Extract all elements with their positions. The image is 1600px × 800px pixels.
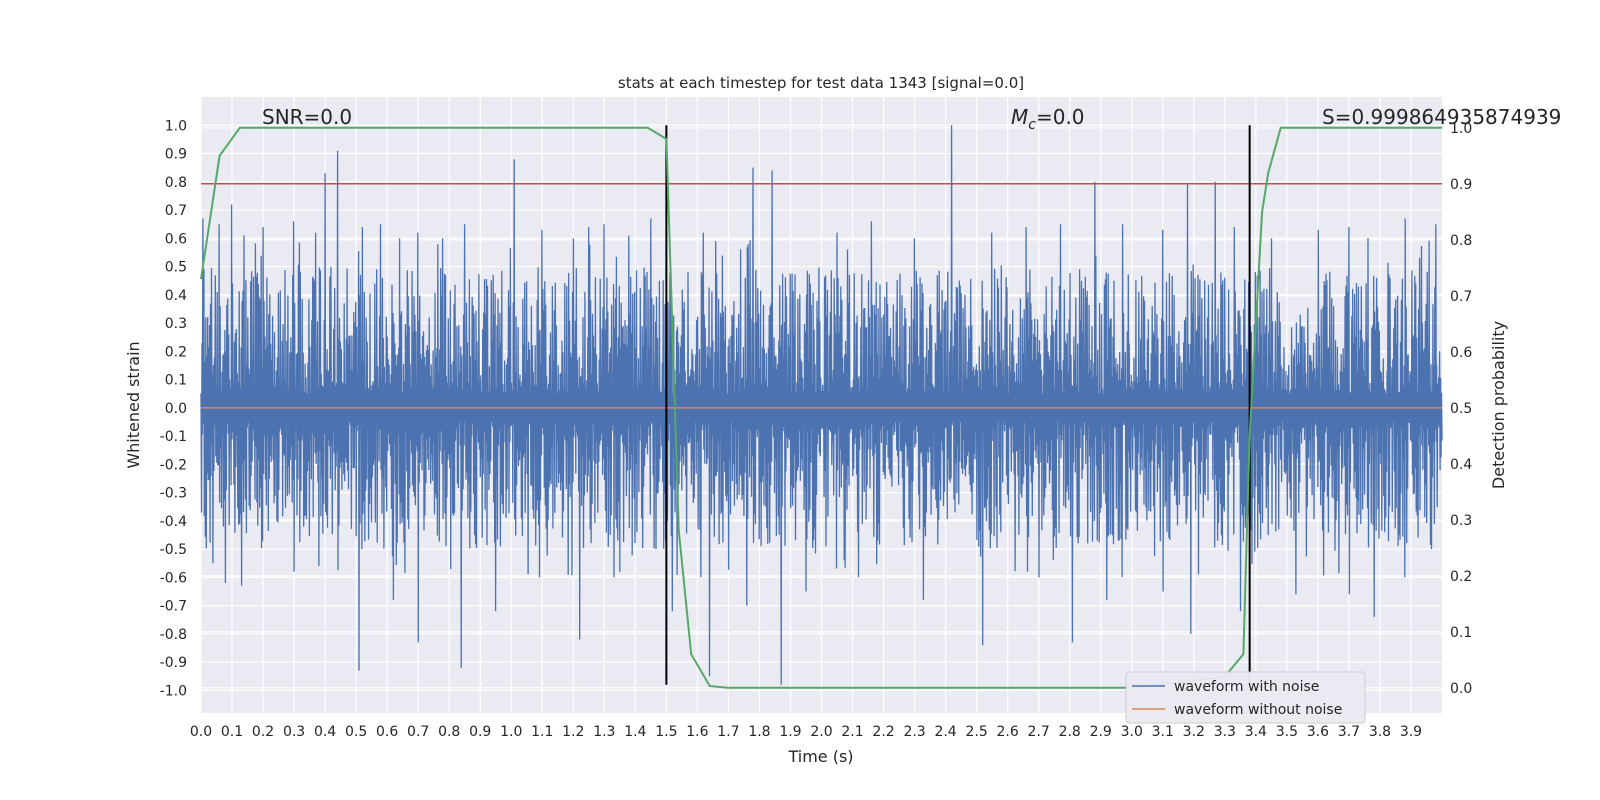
x-tick-label: 2.3 <box>903 724 925 740</box>
y-tick-label: 1.0 <box>165 118 187 134</box>
detection-probability-line <box>200 126 1442 689</box>
x-tick-label: 3.5 <box>1276 724 1298 740</box>
x-tick-label: 0.2 <box>252 724 274 740</box>
x-tick-label: 0.9 <box>469 724 491 740</box>
x-tick-label: 0.7 <box>407 724 429 740</box>
x-tick-label: 2.2 <box>872 724 894 740</box>
y2-tick-label: 0.2 <box>1450 569 1472 585</box>
y2-tick-label: 0.1 <box>1450 625 1472 641</box>
y-tick-label: -0.4 <box>160 514 187 530</box>
x-tick-label: 0.4 <box>314 724 336 740</box>
x-tick-label: 2.7 <box>1028 724 1050 740</box>
y2-tick-label: 0.7 <box>1450 289 1472 305</box>
legend: waveform with noise waveform without noi… <box>1125 671 1366 724</box>
y2-tick-label: 0.4 <box>1450 457 1472 473</box>
x-tick-label: 1.7 <box>717 724 739 740</box>
y-tick-label: -0.1 <box>160 429 187 445</box>
y-tick-label: -0.9 <box>160 655 187 671</box>
x-tick-label: 3.9 <box>1400 724 1422 740</box>
x-tick-label: 2.1 <box>841 724 863 740</box>
x-tick-label: 2.4 <box>934 724 956 740</box>
waveform-with-noise-line <box>200 125 1443 685</box>
y-tick-label: -0.3 <box>160 486 187 502</box>
y-tick-label: 0.0 <box>165 401 187 417</box>
chirp-mass-subscript: c <box>1028 117 1036 133</box>
x-tick-label: 3.8 <box>1369 724 1391 740</box>
y-tick-label: -0.5 <box>160 542 187 558</box>
x-tick-label: 3.6 <box>1307 724 1329 740</box>
chirp-mass-annotation: Mc=0.0 <box>1011 105 1085 133</box>
y2-tick-label: 0.9 <box>1450 177 1472 193</box>
legend-label-noisy: waveform with noise <box>1174 679 1319 695</box>
x-tick-label: 0.8 <box>438 724 460 740</box>
x-tick-label: 0.3 <box>283 724 305 740</box>
y-tick-label: -1.0 <box>160 683 187 699</box>
x-tick-label: 1.2 <box>562 724 584 740</box>
snr-annotation: SNR=0.0 <box>262 105 352 129</box>
y-tick-label: 0.7 <box>165 203 187 219</box>
y-tick-label: 0.4 <box>165 288 187 304</box>
y-axis-label: Whitened strain <box>124 341 143 468</box>
x-axis-label: Time (s) <box>787 747 853 766</box>
x-tick-label: 2.0 <box>810 724 832 740</box>
y-tick-label: 0.6 <box>165 231 187 247</box>
legend-box <box>1125 671 1366 724</box>
y-tick-labels: 1.0 0.9 0.8 0.7 0.6 0.5 0.4 0.3 0.2 0.1 0.0 -0.1 -0.… <box>160 118 187 699</box>
y-tick-label: 0.1 <box>165 373 187 389</box>
legend-label-clean: waveform without noise <box>1174 702 1342 718</box>
x-tick-label: 1.8 <box>748 724 770 740</box>
noisy-waveform <box>200 125 1443 685</box>
x-tick-label: 0.5 <box>345 724 367 740</box>
chirp-mass-value: =0.0 <box>1036 105 1085 129</box>
x-tick-label: 2.8 <box>1059 724 1081 740</box>
y2-tick-label: 1.0 <box>1450 121 1472 137</box>
x-tick-label: 1.0 <box>500 724 522 740</box>
y2-tick-label: 0.5 <box>1450 401 1472 417</box>
y-tick-label: 0.5 <box>165 260 187 276</box>
chart-title: stats at each timestep for test data 134… <box>618 74 1024 92</box>
x-tick-labels: 0.0 0.1 0.2 0.3 0.4 0.5 0.6 0.7 0.8 0.9 1.0 1.1 1.2 1… <box>190 724 1422 740</box>
y-tick-label: -0.7 <box>160 599 187 615</box>
x-tick-label: 3.7 <box>1338 724 1360 740</box>
y-tick-label: 0.2 <box>165 344 187 360</box>
x-tick-label: 0.1 <box>221 724 243 740</box>
x-tick-label: 1.3 <box>593 724 615 740</box>
y2-tick-label: 0.8 <box>1450 233 1472 249</box>
x-tick-label: 2.5 <box>965 724 987 740</box>
x-tick-label: 3.3 <box>1214 724 1236 740</box>
y2-axis-label: Detection probability <box>1489 321 1508 489</box>
x-tick-label: 3.1 <box>1152 724 1174 740</box>
y2-tick-label: 0.3 <box>1450 513 1472 529</box>
x-tick-label: 1.9 <box>779 724 801 740</box>
y-tick-label: 0.9 <box>165 147 187 163</box>
x-tick-label: 3.0 <box>1121 724 1143 740</box>
x-tick-label: 3.2 <box>1183 724 1205 740</box>
x-tick-label: 2.9 <box>1090 724 1112 740</box>
y2-tick-labels: 1.0 0.9 0.8 0.7 0.6 0.5 0.4 0.3 0.2 0.1 0.0 <box>1450 121 1472 697</box>
x-tick-label: 1.1 <box>531 724 553 740</box>
y-tick-label: -0.6 <box>160 570 187 586</box>
y-tick-label: -0.2 <box>160 457 187 473</box>
y2-tick-label: 0.6 <box>1450 345 1472 361</box>
s-annotation: S=0.999864935874939 <box>1322 105 1561 129</box>
x-tick-label: 1.4 <box>624 724 646 740</box>
x-tick-label: 2.6 <box>997 724 1019 740</box>
x-tick-label: 0.6 <box>376 724 398 740</box>
y-tick-label: 0.8 <box>165 175 187 191</box>
y2-tick-label: 0.0 <box>1450 681 1472 697</box>
y-tick-label: -0.8 <box>160 627 187 643</box>
y-tick-label: 0.3 <box>165 316 187 332</box>
x-tick-label: 1.6 <box>686 724 708 740</box>
x-tick-label: 3.4 <box>1245 724 1267 740</box>
chirp-mass-symbol: M <box>1011 105 1028 129</box>
x-tick-label: 0.0 <box>190 724 212 740</box>
overlay-lines <box>200 125 1442 689</box>
x-tick-label: 1.5 <box>655 724 677 740</box>
